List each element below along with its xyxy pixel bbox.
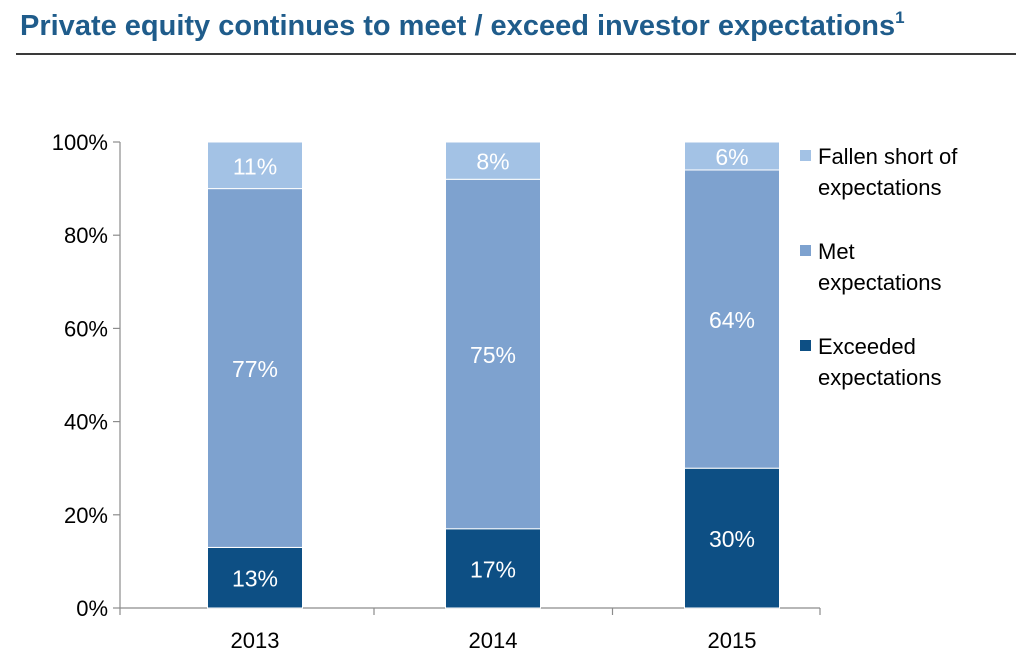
x-tick-label: 2015 <box>708 628 757 653</box>
title-divider <box>16 53 1016 55</box>
bar-value-label: 6% <box>715 144 748 170</box>
x-tick-label: 2013 <box>231 628 280 653</box>
chart-title: Private equity continues to meet / excee… <box>20 6 1010 46</box>
legend-label: expectations <box>818 175 942 200</box>
bar-segment-exceeded-expectations-2014 <box>445 528 541 609</box>
legend-label: expectations <box>818 270 942 295</box>
y-tick-label: 40% <box>64 410 108 435</box>
bar-value-label: 13% <box>232 566 278 592</box>
bar-segment-fallen-short-of-expectations-2014 <box>445 141 541 180</box>
legend-label: Exceeded <box>818 334 916 359</box>
chart-title-text: Private equity continues to meet / excee… <box>20 10 896 42</box>
bar-value-label: 75% <box>470 342 516 368</box>
legend-swatch <box>800 340 811 351</box>
legend-label: expectations <box>818 365 942 390</box>
bar-segment-exceeded-expectations-2013 <box>207 546 303 609</box>
bar-value-label: 77% <box>232 356 278 382</box>
bar-value-label: 30% <box>709 526 755 552</box>
y-tick-label: 60% <box>64 316 108 341</box>
title-footnote-marker: 1 <box>895 8 905 27</box>
bar-segment-met-expectations-2014 <box>445 178 541 530</box>
legend-label: Fallen short of <box>818 144 958 169</box>
legend-label: Met <box>818 239 855 264</box>
bar-value-label: 8% <box>476 149 509 175</box>
y-tick-label: 20% <box>64 503 108 528</box>
legend-swatch <box>800 245 811 256</box>
bar-value-label: 11% <box>233 153 277 179</box>
y-tick-label: 0% <box>76 596 108 621</box>
y-tick-label: 80% <box>64 223 108 248</box>
bar-value-label: 17% <box>470 556 516 582</box>
x-tick-label: 2014 <box>469 628 518 653</box>
y-tick-label: 100% <box>52 130 108 155</box>
bar-value-label: 64% <box>709 307 755 333</box>
legend-swatch <box>800 150 811 161</box>
bar-segment-met-expectations-2015 <box>684 169 780 469</box>
bar-segment-met-expectations-2013 <box>207 188 303 548</box>
bar-segment-exceeded-expectations-2015 <box>684 467 780 609</box>
bar-segment-fallen-short-of-expectations-2015 <box>684 141 780 171</box>
bar-segment-fallen-short-of-expectations-2013 <box>207 141 303 190</box>
